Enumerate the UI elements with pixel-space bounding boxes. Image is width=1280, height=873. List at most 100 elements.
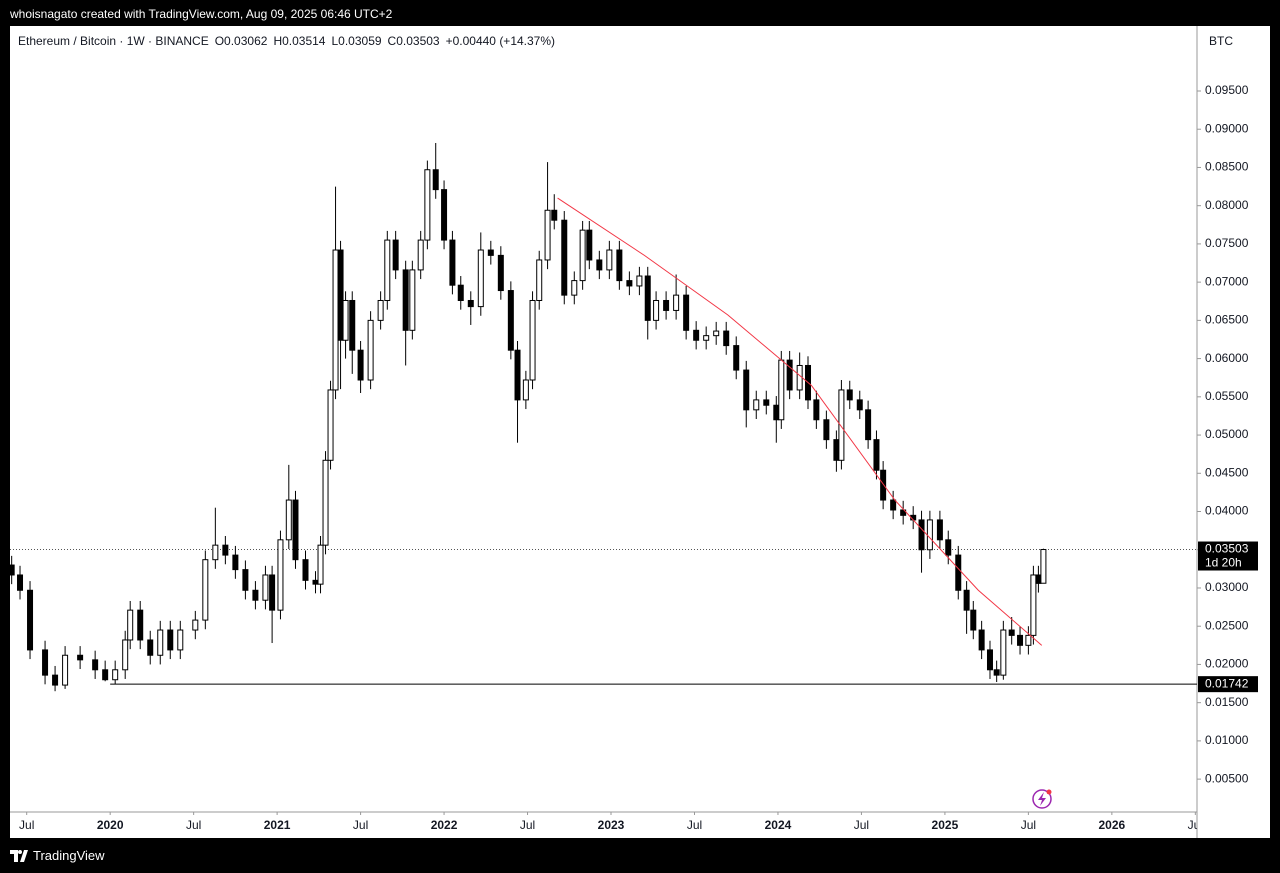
candle-body — [586, 229, 593, 261]
y-tick-label: 0.03000 — [1205, 580, 1249, 594]
candle-body — [890, 499, 897, 511]
y-tick-label: 0.04500 — [1205, 465, 1249, 479]
currency: BTC — [1209, 34, 1233, 48]
candle-body — [536, 259, 543, 301]
candle-body — [963, 589, 970, 611]
candle-body — [357, 349, 364, 381]
legend: Ethereum / Bitcoin · 1W · BINANCE O0.0306… — [18, 34, 561, 48]
trend-curve — [557, 197, 1043, 646]
candle-body — [262, 574, 269, 601]
candle-body — [561, 219, 568, 296]
ohlc-value: L0.03059 — [331, 34, 382, 48]
candle-body — [838, 389, 845, 461]
candle-body — [337, 249, 344, 341]
candle-body — [846, 389, 853, 401]
candle-body — [713, 330, 720, 337]
candle-body — [417, 239, 424, 271]
logo — [10, 849, 28, 862]
x-tick-label: Jul — [854, 818, 869, 832]
brand: TradingView — [33, 848, 105, 863]
candle-body — [673, 294, 680, 311]
candle-body — [514, 349, 521, 401]
candle-body — [157, 629, 164, 656]
candle-body — [723, 330, 730, 347]
candle-body — [102, 669, 109, 681]
candle-body — [402, 269, 409, 331]
candle-body — [763, 399, 770, 406]
candle-body — [137, 609, 144, 641]
x-tick-label: 2025 — [932, 818, 959, 832]
y-tick-label: 0.06000 — [1205, 351, 1249, 365]
lightning-icon[interactable] — [1032, 789, 1052, 809]
y-tick-label: 0.02000 — [1205, 657, 1249, 671]
candle-body — [242, 569, 249, 591]
candle-body — [432, 169, 439, 191]
candle-body — [312, 579, 319, 585]
candle-body — [222, 544, 229, 556]
x-tick-label: 2020 — [97, 818, 124, 832]
candle-body — [317, 544, 324, 585]
candle-body — [596, 259, 603, 271]
candle-body — [551, 209, 558, 221]
candle-body — [232, 554, 239, 571]
x-tick-label: Jul — [19, 818, 34, 832]
candle-body — [122, 639, 129, 671]
support-label: 0.01742 — [1205, 676, 1249, 690]
x-tick-label: Jul — [1188, 818, 1203, 832]
candle-body — [873, 439, 880, 471]
candle-body — [529, 299, 536, 381]
candle-body — [392, 239, 399, 271]
candle-body — [332, 249, 339, 391]
candle-body — [1030, 574, 1037, 636]
candle-body — [192, 619, 199, 631]
candle-body — [277, 539, 284, 611]
candle-body — [17, 574, 24, 591]
candle-body — [823, 419, 830, 441]
candle-body — [507, 290, 514, 351]
y-tick-label: 0.07000 — [1205, 274, 1249, 288]
candle-body — [467, 299, 474, 308]
candle-body — [327, 389, 334, 461]
candle-body — [918, 519, 925, 551]
candle-body — [856, 399, 863, 411]
candle-body — [449, 239, 456, 286]
y-tick-label: 0.01500 — [1205, 695, 1249, 709]
ohlc-value: H0.03514 — [273, 34, 326, 48]
candle-body — [773, 404, 780, 421]
candle-body — [703, 335, 710, 341]
candle-body — [27, 589, 34, 651]
candle-body — [384, 239, 391, 301]
candle-body — [342, 299, 349, 341]
candle-body — [544, 209, 551, 261]
candle-body — [441, 189, 448, 241]
candle-body — [212, 544, 219, 561]
candle-body — [571, 280, 578, 296]
candle-body — [865, 409, 872, 441]
candle-body — [42, 649, 49, 676]
candle-body — [377, 299, 384, 321]
candle-body — [1035, 574, 1042, 584]
candle-body — [926, 519, 933, 551]
candle-body — [786, 359, 793, 391]
x-tick-label: 2024 — [765, 818, 792, 832]
candle-body — [167, 629, 174, 651]
ohlc-value: O0.03062 — [214, 34, 268, 48]
last-price-box — [1198, 541, 1258, 571]
candle-body — [1017, 634, 1024, 646]
support-box — [1198, 676, 1258, 693]
candle-body — [900, 509, 907, 516]
candle-body — [683, 294, 690, 331]
candle-body — [778, 359, 785, 421]
y-tick-label: 0.00500 — [1205, 771, 1249, 785]
x-tick-label: 2022 — [431, 818, 458, 832]
candle-body — [497, 254, 504, 292]
candle-body — [880, 469, 887, 501]
candle-body — [743, 369, 750, 411]
candle-body — [112, 669, 119, 681]
time-axis: Jul 2020 Jul 2021 Jul 2022 Jul 2023 Jul 2024 Jul 20… — [19, 812, 1203, 832]
candle-body — [693, 329, 700, 341]
y-tick-label: 0.09500 — [1205, 83, 1249, 97]
y-tick-label: 0.08500 — [1205, 160, 1249, 174]
candle-body — [945, 539, 952, 556]
candle-body — [409, 269, 416, 331]
